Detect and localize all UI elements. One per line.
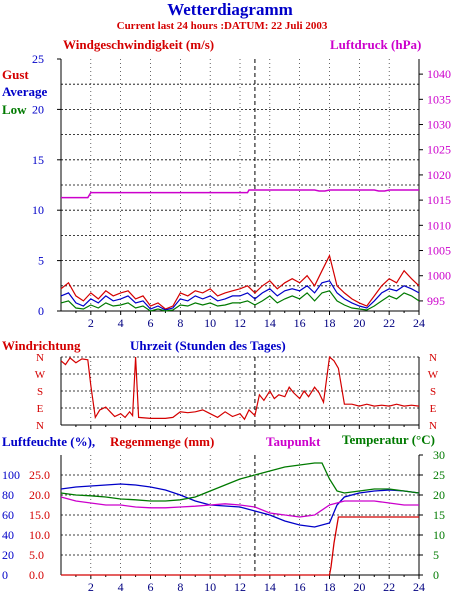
series-average-line bbox=[60, 280, 420, 311]
wind-chart-y-tick-label: 10 bbox=[32, 203, 44, 217]
direction-y-tick-label-right: N bbox=[429, 352, 437, 364]
temperature-y-tick-label: 5 bbox=[433, 548, 439, 562]
temperature-y-tick-label: 30 bbox=[433, 448, 445, 462]
pressure-y-tick-label: 1035 bbox=[427, 92, 451, 106]
humidity-chart-x-tick-label: 2 bbox=[88, 580, 94, 594]
rain-y-tick-label: 5.0 bbox=[29, 548, 44, 562]
direction-y-tick-label-left: E bbox=[37, 403, 44, 415]
wind-chart-x-tick-label: 8 bbox=[177, 316, 183, 330]
rain-axis-label: Regenmenge (mm) bbox=[110, 434, 214, 449]
wind-chart-x-tick-label: 24 bbox=[413, 316, 425, 330]
wind-chart-x-tick-label: 6 bbox=[148, 316, 154, 330]
direction-y-tick-label-left: S bbox=[37, 386, 43, 398]
humidity-chart-x-tick-label: 20 bbox=[353, 580, 365, 594]
humidity-chart-x-tick-label: 16 bbox=[294, 580, 306, 594]
wind-chart-x-tick-label: 14 bbox=[264, 316, 276, 330]
wind-chart-y-tick-label: 15 bbox=[32, 153, 44, 167]
rain-y-tick-label: 0.0 bbox=[29, 568, 44, 582]
wind-chart-x-tick-label: 2 bbox=[88, 316, 94, 330]
series-wind-direction-line bbox=[60, 355, 420, 421]
direction-y-tick-label-right: E bbox=[430, 403, 437, 415]
pressure-y-tick-label: 995 bbox=[427, 294, 445, 308]
dewpoint-axis-label: Taupunkt bbox=[266, 434, 321, 449]
time-axis-label: Uhrzeit (Stunden des Tages) bbox=[130, 338, 286, 353]
wind-speed-axis-label: Windgeschwindigkeit (m/s) bbox=[63, 37, 214, 52]
temperature-y-tick-label: 20 bbox=[433, 488, 445, 502]
series-regenmenge-line bbox=[61, 516, 419, 576]
temperature-y-tick-label: 0 bbox=[433, 568, 439, 582]
wind-chart-x-tick-label: 10 bbox=[204, 316, 216, 330]
pressure-y-tick-label: 1020 bbox=[427, 168, 451, 182]
humidity-chart-x-tick-label: 14 bbox=[264, 580, 276, 594]
humidity-rain-temp-chart: 2 4 6 8 10 12 14 16 18 20 22 240204060801000.05.010… bbox=[2, 448, 445, 594]
temperature-axis-label: Temperatur (°C) bbox=[342, 432, 435, 447]
humidity-chart-x-tick-label: 6 bbox=[148, 580, 154, 594]
pressure-y-tick-label: 1010 bbox=[427, 218, 451, 232]
humidity-y-tick-label: 20 bbox=[2, 548, 14, 562]
pressure-y-tick-label: 1040 bbox=[427, 67, 451, 81]
pressure-y-tick-label: 1000 bbox=[427, 269, 451, 283]
wind-direction-chart: N NW WS SE EN N bbox=[35, 352, 439, 432]
humidity-y-tick-label: 100 bbox=[2, 468, 20, 482]
humidity-y-tick-label: 80 bbox=[2, 488, 14, 502]
humidity-chart-x-tick-label: 24 bbox=[413, 580, 425, 594]
page-subtitle: Current last 24 hours :DATUM: 22 Juli 20… bbox=[117, 20, 328, 32]
wind-chart-x-tick-label: 16 bbox=[294, 316, 306, 330]
direction-y-tick-label-left: N bbox=[36, 420, 44, 432]
humidity-chart-x-tick-label: 22 bbox=[383, 580, 395, 594]
direction-y-tick-label-right: S bbox=[430, 386, 436, 398]
pressure-axis-label: Luftdruck (hPa) bbox=[330, 37, 421, 52]
wind-chart-y-tick-label: 5 bbox=[38, 254, 44, 268]
wind-chart-y-tick-label: 20 bbox=[32, 102, 44, 116]
series-luftfeuchte-line bbox=[60, 483, 420, 528]
wind-chart-x-tick-label: 4 bbox=[118, 316, 124, 330]
temperature-y-tick-label: 10 bbox=[433, 528, 445, 542]
wind-chart-x-tick-label: 20 bbox=[353, 316, 365, 330]
legend-average: Average bbox=[2, 84, 47, 99]
wind-direction-axis-label: Windrichtung bbox=[2, 338, 81, 353]
pressure-y-tick-label: 1015 bbox=[427, 193, 451, 207]
humidity-chart-x-tick-label: 18 bbox=[324, 580, 336, 594]
humidity-chart-x-tick-label: 10 bbox=[204, 580, 216, 594]
humidity-axis-label: Luftfeuchte (%), bbox=[2, 434, 95, 449]
series-temperatur-line bbox=[60, 462, 420, 502]
humidity-y-tick-label: 40 bbox=[2, 528, 14, 542]
wind-chart-y-tick-label: 0 bbox=[38, 304, 44, 318]
temperature-y-tick-label: 25 bbox=[433, 468, 445, 482]
wind-chart-x-tick-label: 22 bbox=[383, 316, 395, 330]
page-title: Wetterdiagramm bbox=[167, 0, 293, 19]
direction-y-tick-label-right: W bbox=[428, 369, 439, 381]
humidity-chart-x-tick-label: 12 bbox=[234, 580, 246, 594]
temperature-y-tick-label: 15 bbox=[433, 508, 445, 522]
wind-pressure-chart: 2 4 6 8 10 12 14 16 18 20 22 2405101520259951000100… bbox=[32, 52, 451, 330]
wind-chart-x-tick-label: 18 bbox=[324, 316, 336, 330]
rain-y-tick-label: 20.0 bbox=[29, 488, 50, 502]
humidity-y-tick-label: 0 bbox=[2, 568, 8, 582]
humidity-y-tick-label: 60 bbox=[2, 508, 14, 522]
rain-y-tick-label: 25.0 bbox=[29, 468, 50, 482]
direction-y-tick-label-left: W bbox=[35, 369, 46, 381]
humidity-chart-x-tick-label: 4 bbox=[118, 580, 124, 594]
series-luftdruck-line bbox=[61, 189, 419, 199]
wind-chart-x-tick-label: 12 bbox=[234, 316, 246, 330]
humidity-chart-x-tick-label: 8 bbox=[177, 580, 183, 594]
legend-gust: Gust bbox=[2, 67, 29, 82]
pressure-y-tick-label: 1005 bbox=[427, 244, 451, 258]
rain-y-tick-label: 10.0 bbox=[29, 528, 50, 542]
direction-y-tick-label-left: N bbox=[36, 352, 44, 364]
wind-chart-y-tick-label: 25 bbox=[32, 52, 44, 66]
legend-low: Low bbox=[2, 102, 27, 117]
series-taupunkt-line bbox=[60, 496, 419, 518]
series-gust-line bbox=[60, 253, 420, 310]
series-low-line bbox=[60, 290, 420, 312]
direction-y-tick-label-right: N bbox=[429, 420, 437, 432]
pressure-y-tick-label: 1025 bbox=[427, 143, 451, 157]
pressure-y-tick-label: 1030 bbox=[427, 118, 451, 132]
rain-y-tick-label: 15.0 bbox=[29, 508, 50, 522]
